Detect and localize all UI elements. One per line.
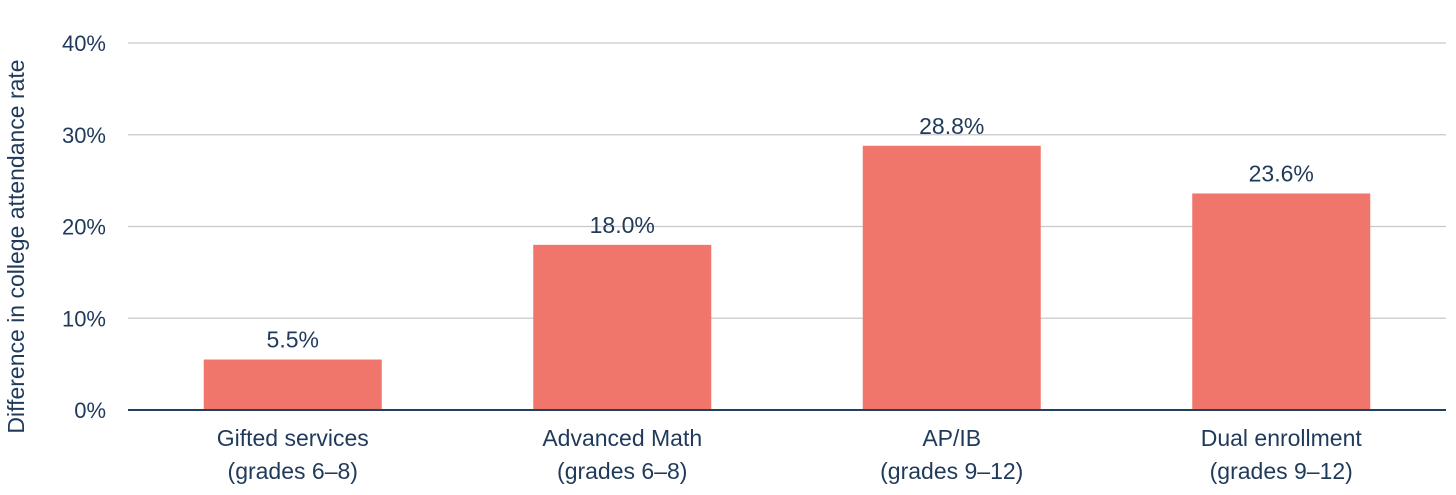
category-label: (grades 6–8): [228, 458, 358, 484]
y-tick-label: 0%: [74, 398, 106, 423]
data-labels: 5.5% 18.0% 28.8% 23.6%: [267, 113, 1314, 353]
bar: [862, 145, 1041, 410]
bars: [203, 145, 1371, 410]
y-tick-label: 30%: [62, 123, 106, 148]
bar: [203, 359, 382, 410]
data-label: 5.5%: [267, 327, 319, 353]
y-tick-label: 10%: [62, 306, 106, 331]
category-label: Gifted services: [217, 425, 369, 451]
category-labels: Gifted services (grades 6–8) Advanced Math…: [217, 425, 1363, 484]
y-tick-label: 40%: [62, 31, 106, 56]
category-label: Advanced Math: [542, 425, 702, 451]
category-label: (grades 9–12): [1210, 458, 1353, 484]
bar: [533, 244, 712, 410]
data-label: 23.6%: [1249, 160, 1314, 186]
category-label: (grades 9–12): [880, 458, 1023, 484]
bar: [1192, 193, 1371, 410]
category-label: Dual enrollment: [1201, 425, 1363, 451]
data-label: 18.0%: [590, 212, 655, 238]
y-axis-ticks: 0% 10% 20% 30% 40%: [62, 31, 106, 423]
y-tick-label: 20%: [62, 215, 106, 240]
y-axis-title: Difference in college attendance rate: [3, 59, 29, 433]
data-label: 28.8%: [919, 113, 984, 139]
category-label: AP/IB: [922, 425, 981, 451]
category-label: (grades 6–8): [557, 458, 687, 484]
